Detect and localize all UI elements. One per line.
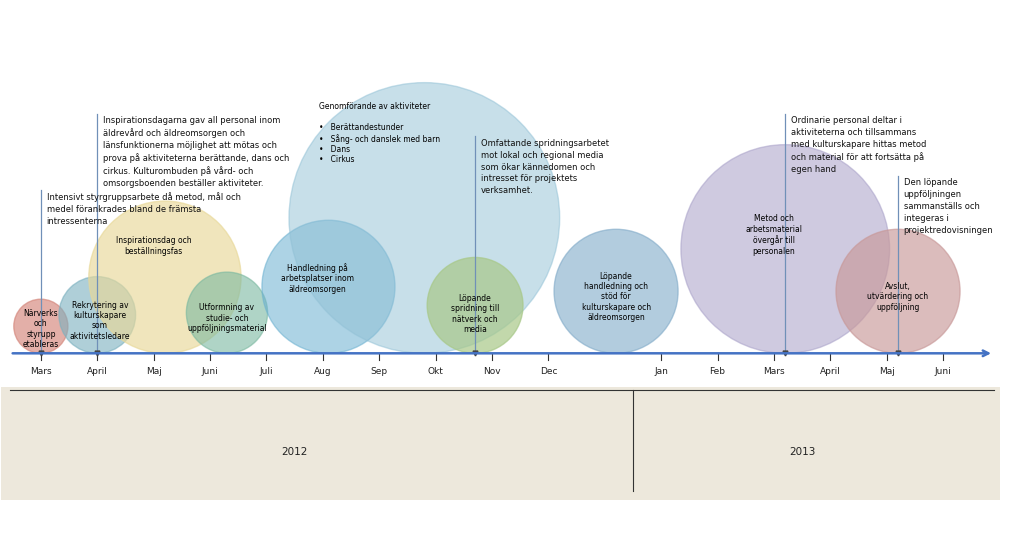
Text: Juli: Juli [260,367,273,376]
Text: April: April [87,367,108,376]
Text: April: April [820,367,840,376]
Text: Feb: Feb [709,367,726,376]
Text: Löpande
spridning till
nätverk och
media: Löpande spridning till nätverk och media [451,294,499,334]
Text: Avslut,
utvärdering och
uppföljning: Avslut, utvärdering och uppföljning [868,282,929,312]
Circle shape [187,272,268,353]
Text: Intensivt styrgruppsarbete då metod, mål och
medel förankrades bland de främsta
: Intensivt styrgruppsarbete då metod, mål… [47,193,241,226]
Circle shape [14,299,68,353]
Circle shape [427,258,523,353]
Text: 2012: 2012 [281,447,308,457]
Text: Sep: Sep [370,367,388,376]
Circle shape [88,201,241,353]
Text: Mars: Mars [30,367,52,376]
FancyBboxPatch shape [1,387,1000,500]
Circle shape [681,144,889,353]
Text: Den löpande
uppföljningen
sammanställs och
integeras i
projektredovisningen: Den löpande uppföljningen sammanställs o… [903,179,994,235]
Circle shape [59,277,136,353]
Circle shape [554,229,678,353]
Circle shape [289,83,559,353]
Text: 2013: 2013 [789,447,815,457]
Text: Dec: Dec [540,367,557,376]
Text: Okt: Okt [427,367,444,376]
Text: Utformning av
studie- och
uppföljningsmaterial: Utformning av studie- och uppföljningsma… [187,304,267,333]
Text: Omfattande spridningsarbetet
mot lokal och regional media
som ökar kännedomen oc: Omfattande spridningsarbetet mot lokal o… [481,139,609,195]
Text: Maj: Maj [146,367,161,376]
Text: Aug: Aug [314,367,332,376]
Text: Maj: Maj [879,367,894,376]
Text: Metod och
arbetsmaterial
övergår till
personalen: Metod och arbetsmaterial övergår till pe… [745,214,803,255]
Text: Nov: Nov [483,367,500,376]
Text: Juni: Juni [935,367,951,376]
Circle shape [836,229,960,353]
Text: Handledning på
arbetsplatser inom
äldreomsorgen: Handledning på arbetsplatser inom äldreo… [281,263,353,293]
Text: Juni: Juni [202,367,218,376]
Text: Mars: Mars [763,367,785,376]
Text: Löpande
handledning och
stöd för
kulturskapare och
äldreomsorgen: Löpande handledning och stöd för kulturs… [582,272,651,322]
Circle shape [262,220,395,353]
Text: Genomförande av aktiviteter

•   Berättandestunder
•   Sång- och danslek med bar: Genomförande av aktiviteter • Berättande… [319,102,439,165]
Text: Ordinarie personal deltar i
aktiviteterna och tillsammans
med kulturskapare hitt: Ordinarie personal deltar i aktivitetern… [791,116,927,174]
Text: Rekrytering av
kulturskapare
som
aktivitetsledare: Rekrytering av kulturskapare som aktivit… [70,301,130,340]
Text: Jan: Jan [655,367,668,376]
Text: Inspirationsdagarna gav all personal inom
äldrevård och äldreomsorgen och
länsfu: Inspirationsdagarna gav all personal ino… [103,116,289,188]
Text: Närverks
och
styrupp
etableras: Närverks och styrupp etableras [22,309,59,349]
Text: Inspirationsdag och
beställningsfas: Inspirationsdag och beställningsfas [116,236,192,256]
